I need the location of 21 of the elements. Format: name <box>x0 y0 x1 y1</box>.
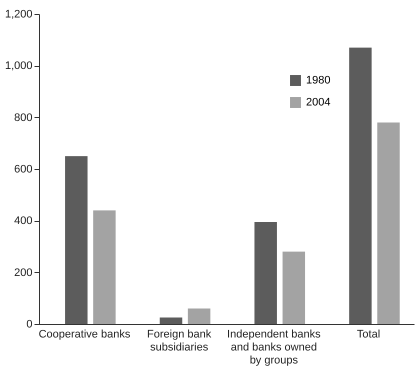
bar <box>188 308 210 324</box>
y-tick-label: 1,200 <box>4 8 32 20</box>
bar <box>65 156 88 324</box>
x-tick-label: Independent banks and banks owned by groups <box>227 328 322 366</box>
legend-label: 1980 <box>306 74 330 86</box>
bar <box>349 48 372 324</box>
y-tick-label: 800 <box>14 112 32 124</box>
bar <box>160 318 182 324</box>
y-tick-label: 1,000 <box>4 60 32 72</box>
x-tick-label: Cooperative banks <box>38 328 131 340</box>
x-tick-label: Total <box>356 328 380 340</box>
x-tick-label: Foreign bank subsidiaries <box>147 328 212 354</box>
legend-label: 2004 <box>306 96 330 108</box>
y-tick-label: 600 <box>14 164 32 176</box>
y-tick-label: 0 <box>26 318 32 330</box>
bar <box>93 210 116 324</box>
bar <box>254 222 277 324</box>
y-tick-label: 400 <box>14 215 32 228</box>
bar <box>282 252 306 324</box>
y-tick-label: 200 <box>14 266 32 279</box>
bar <box>377 122 400 324</box>
